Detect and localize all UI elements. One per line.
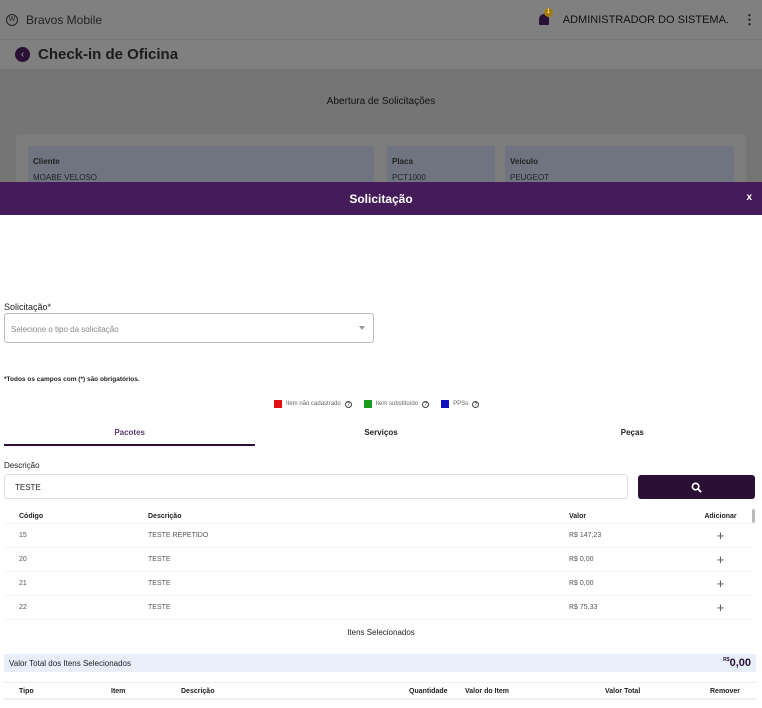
tabs: Pacotes Serviços Peças: [4, 420, 758, 446]
selected-items-title: Itens Selecionados: [347, 628, 415, 637]
col-item: Item: [111, 688, 126, 695]
col-tipo: Tipo: [19, 688, 34, 695]
legend-label: PPSo: [453, 401, 469, 407]
field-veiculo: Veículo PEUGEOT: [505, 146, 734, 186]
more-vert-icon[interactable]: ⋮: [743, 11, 756, 27]
field-label: Placa: [392, 157, 413, 166]
cell-valor: R$ 75,33: [569, 604, 598, 611]
total-currency: R$: [723, 657, 730, 663]
total-label: Valor Total dos Itens Selecionados: [9, 658, 132, 668]
cell-descricao: TESTE: [148, 580, 171, 587]
add-icon[interactable]: +: [716, 552, 725, 567]
close-button[interactable]: x: [746, 192, 752, 203]
legend: Item não cadastrado? Item substituído? P…: [274, 400, 487, 408]
field-value: PEUGEOT: [510, 173, 550, 182]
add-icon[interactable]: +: [716, 576, 725, 591]
col-descricao: Descrição: [181, 688, 215, 695]
brand-name: Bravos Mobile: [26, 12, 103, 27]
cell-descricao: TESTE REPETIDO: [148, 532, 209, 539]
caret-down-icon: [359, 326, 365, 330]
cell-codigo: 21: [19, 580, 27, 587]
section-title: Abertura de Solicitações: [326, 96, 436, 107]
table-row: 22 TESTE R$ 75,33 +: [4, 596, 752, 620]
descricao-label: Descrição: [4, 461, 40, 470]
cell-descricao: TESTE: [148, 556, 171, 563]
back-icon[interactable]: ‹: [15, 47, 30, 62]
bell-icon[interactable]: 1: [538, 8, 553, 25]
page-title: Check-in de Oficina: [38, 46, 179, 63]
cell-codigo: 15: [19, 532, 27, 539]
notification-badge: 1: [543, 8, 553, 17]
col-quantidade: Quantidade: [409, 688, 448, 695]
table-scrollbar[interactable]: [752, 509, 755, 523]
vw-logo-icon: W: [6, 13, 18, 26]
legend-swatch-red: [274, 400, 282, 408]
legend-swatch-blue: [441, 400, 450, 408]
select-placeholder: Selecione o tipo da solicitação: [11, 325, 119, 334]
col-codigo: Código: [19, 512, 44, 520]
field-label: Veículo: [510, 157, 539, 166]
descricao-input[interactable]: TESTE: [4, 474, 628, 499]
col-remover: Remover: [710, 688, 740, 695]
search-icon: [691, 482, 702, 493]
cell-valor: R$ 147,23: [569, 532, 602, 539]
tab-servicos[interactable]: Serviços: [364, 428, 398, 437]
tab-pecas[interactable]: Peças: [620, 428, 644, 437]
table-row: 20 TESTE R$ 0,00 +: [4, 548, 752, 572]
table-header: Código Descrição Valor Adicionar: [4, 509, 752, 524]
selected-items-header: Tipo Item Descrição Quantidade Valor do …: [4, 682, 756, 700]
required-note: *Todos os campos com (*) são obrigatório…: [4, 376, 140, 383]
pacotes-table: Código Descrição Valor Adicionar 15 TESTE…: [4, 509, 752, 625]
legend-label: Item não cadastrado: [286, 401, 341, 407]
legend-swatch-green: [363, 400, 372, 408]
col-adicionar: Adicionar: [704, 512, 737, 520]
table-row: 15 TESTE REPETIDO R$ 147,23 +: [4, 524, 752, 548]
modal-title: Solicitação: [349, 191, 413, 206]
help-icon[interactable]: ?: [472, 400, 480, 408]
help-icon[interactable]: ?: [422, 400, 430, 408]
top-bar: W Bravos Mobile 1 ADMINISTRADOR DO SISTE…: [0, 0, 762, 40]
field-cliente: Cliente MOABE VELOSO: [28, 146, 374, 186]
col-valor-item: Valor do Item: [465, 688, 509, 695]
col-valor: Valor: [569, 512, 587, 520]
add-icon[interactable]: +: [716, 528, 725, 543]
tab-pacotes[interactable]: Pacotes: [4, 420, 256, 446]
col-valor-total: Valor Total: [605, 688, 641, 695]
cell-codigo: 20: [19, 556, 27, 563]
legend-label: Item substituído: [375, 401, 419, 407]
help-icon[interactable]: ?: [344, 400, 352, 408]
cell-valor: R$ 0,00: [569, 580, 594, 587]
cell-codigo: 22: [19, 604, 27, 611]
field-placa: Placa PCT1000: [387, 146, 495, 186]
add-icon[interactable]: +: [716, 600, 725, 615]
field-value: MOABE VELOSO: [33, 173, 98, 182]
total-value: R$0,00: [723, 657, 751, 669]
solicitacao-select[interactable]: Selecione o tipo da solicitação: [4, 313, 374, 343]
total-bar: Valor Total dos Itens Selecionados R$0,0…: [4, 654, 756, 672]
solicitacao-label: Solicitação*: [4, 302, 52, 312]
table-row: 21 TESTE R$ 0,00 +: [4, 572, 752, 596]
modal-header: Solicitação x: [0, 182, 762, 215]
field-value: PCT1000: [392, 173, 426, 182]
user-name[interactable]: ADMINISTRADOR DO SISTEMA.: [562, 13, 729, 26]
field-label: Cliente: [33, 157, 60, 166]
title-bar: ‹ Check-in de Oficina: [0, 40, 762, 69]
cell-valor: R$ 0,00: [569, 556, 594, 563]
total-amount: 0,00: [729, 657, 751, 669]
cell-descricao: TESTE: [148, 604, 171, 611]
col-descricao: Descrição: [148, 512, 182, 520]
search-button[interactable]: [638, 475, 755, 499]
